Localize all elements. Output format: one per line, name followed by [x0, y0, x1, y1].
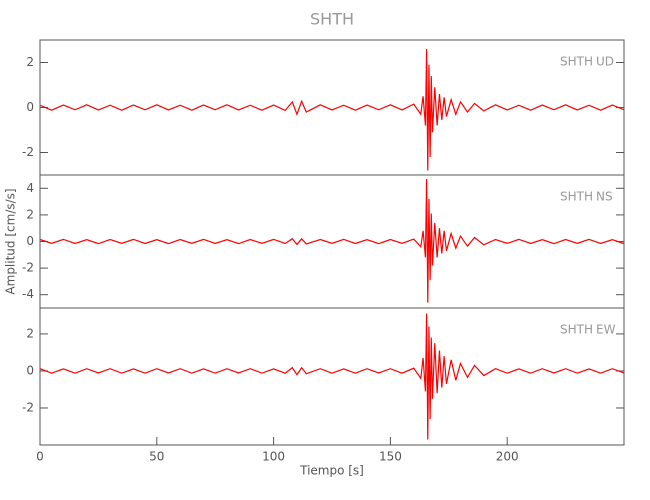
waveform [39, 48, 625, 171]
component-label: UD [596, 55, 614, 69]
y-tick-label: -2 [22, 400, 34, 414]
chart-title: SHTH [310, 10, 354, 29]
y-tick-label: 0 [26, 234, 34, 248]
y-tick-label: -4 [22, 287, 34, 301]
x-tick-label: 0 [36, 450, 44, 464]
station-label: SHTH [560, 190, 593, 204]
panel-frame [39, 307, 625, 446]
component-label: EW [596, 323, 616, 337]
y-tick-label: 2 [26, 207, 34, 221]
y-tick-label: -2 [22, 261, 34, 275]
y-tick-label: 4 [26, 181, 34, 195]
x-tick-label: 50 [149, 450, 164, 464]
x-tick-label: 200 [496, 450, 519, 464]
y-tick-label: -2 [22, 145, 34, 159]
y-tick-label: 2 [26, 326, 34, 340]
y-tick-label: 0 [26, 363, 34, 377]
y-tick-label: 0 [26, 100, 34, 114]
waveform [39, 178, 625, 303]
component-label: NS [596, 190, 613, 204]
x-tick-label: 100 [262, 450, 285, 464]
station-label: SHTH [560, 55, 593, 69]
y-tick-label: 2 [26, 55, 34, 69]
waveform [39, 313, 625, 440]
x-tick-label: 150 [379, 450, 402, 464]
y-axis-label: Amplitud [cm/s/s] [4, 188, 18, 294]
x-axis-label: Tiempo [s] [299, 464, 364, 478]
station-label: SHTH [560, 323, 593, 337]
